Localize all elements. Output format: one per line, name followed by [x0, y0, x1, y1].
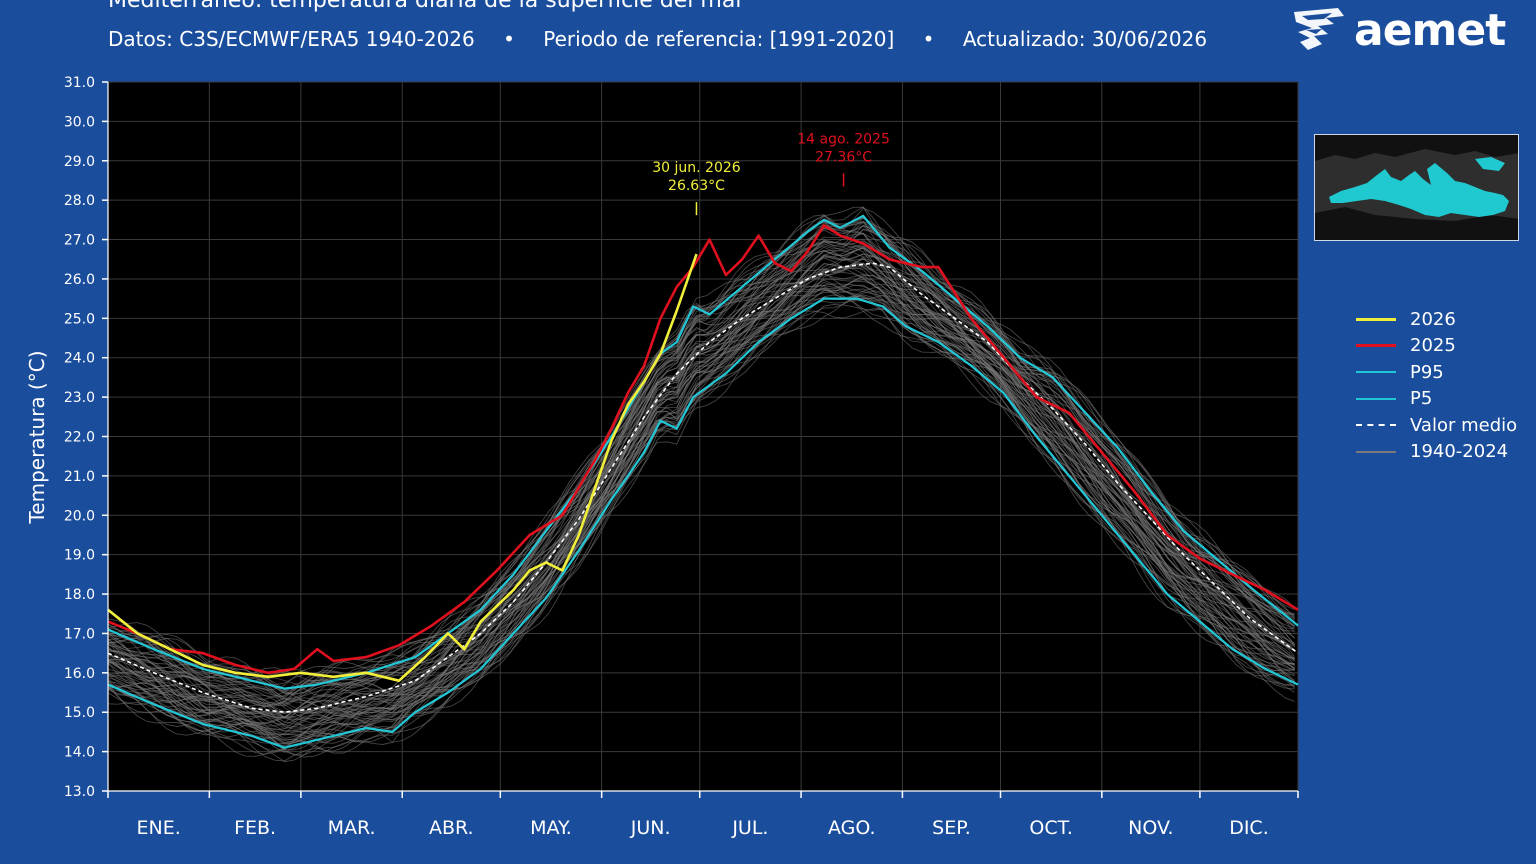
- subtitle-reference-period: Periodo de referencia: [1991-2020]: [543, 27, 895, 51]
- legend-swatch: [1356, 424, 1396, 427]
- legend-label: 2025: [1410, 335, 1456, 357]
- y-tick-label: 17.0: [64, 626, 95, 642]
- y-tick-label: 19.0: [64, 548, 95, 564]
- y-tick-label: 21.0: [64, 469, 95, 485]
- x-tick-label: ENE.: [137, 817, 181, 839]
- aemet-logo: aemet: [1288, 4, 1506, 56]
- legend-label: P5: [1410, 388, 1433, 410]
- y-tick-label: 29.0: [64, 154, 95, 170]
- chart-title: Mediterráneo: temperatura diaria de la s…: [108, 0, 745, 13]
- x-tick-label: FEB.: [234, 817, 276, 839]
- y-tick-label: 30.0: [64, 114, 95, 130]
- historical-line: [107, 256, 1295, 727]
- historical-line: [107, 289, 1295, 751]
- x-tick-label: SEP.: [932, 817, 971, 839]
- series-line-mean: [107, 262, 1299, 713]
- x-tick-label: JUN.: [630, 817, 671, 839]
- aemet-logo-text: aemet: [1354, 4, 1506, 56]
- x-tick-label: MAR.: [328, 817, 376, 839]
- x-tick-label: OCT.: [1029, 817, 1073, 839]
- x-tick-label: MAY.: [530, 817, 572, 839]
- subtitle-updated: Actualizado: 30/06/2026: [962, 27, 1208, 51]
- y-tick-label: 15.0: [64, 705, 95, 721]
- x-tick-label: JUL.: [731, 817, 768, 839]
- historical-line: [107, 243, 1295, 715]
- subtitle-separator: •: [922, 27, 935, 51]
- y-tick-label: 27.0: [64, 233, 95, 249]
- legend-swatch: [1356, 344, 1396, 348]
- y-tick-label: 31.0: [64, 75, 95, 91]
- legend-label: 1940-2024: [1410, 441, 1509, 463]
- plot-area: 30 jun. 2026 26.63°C 14 ago. 2025 27.36°C: [107, 81, 1299, 792]
- series-line-p95: [107, 214, 1299, 690]
- series-line-y2025: [107, 224, 1299, 675]
- x-tick-label: AGO.: [828, 817, 876, 839]
- legend-label: P95: [1410, 361, 1444, 383]
- axes: 13.0 14.0 15.0 16.0 17.0 18.0 19.0 20.0 21.0 22.0…: [64, 75, 1299, 839]
- y-tick-label: 22.0: [64, 430, 95, 446]
- legend-item: 2026: [1356, 306, 1517, 333]
- legend-item: P95: [1356, 359, 1517, 386]
- mediterranean-map-icon: [1315, 135, 1518, 240]
- aemet-emblem-icon: [1294, 8, 1344, 50]
- historical-line: [107, 224, 1295, 697]
- historical-line: [107, 258, 1296, 726]
- y-tick-label: 24.0: [64, 351, 95, 367]
- legend-label: Valor medio: [1410, 414, 1518, 436]
- historical-line: [107, 263, 1295, 729]
- x-tick-label: DIC.: [1229, 817, 1269, 839]
- legend-swatch: [1356, 397, 1396, 400]
- annotation-date: 30 jun. 2026: [652, 160, 741, 176]
- historical-line: [107, 271, 1295, 733]
- historical-line: [107, 225, 1295, 704]
- subtitle-separator: •: [503, 27, 515, 51]
- historical-line: [107, 278, 1295, 742]
- series-line-p5: [107, 297, 1299, 749]
- historical-line: [107, 294, 1295, 758]
- legend-swatch: [1356, 450, 1396, 453]
- y-tick-label: 13.0: [64, 784, 95, 800]
- inset-map: [1314, 134, 1519, 241]
- historical-line: [107, 239, 1295, 707]
- legend-swatch: [1356, 371, 1396, 374]
- annotation-value: 26.63°C: [668, 178, 725, 194]
- historical-line: [107, 207, 1295, 691]
- annotation-date: 14 ago. 2025: [797, 131, 890, 147]
- legend-item: Valor medio: [1356, 412, 1517, 439]
- y-tick-label: 16.0: [64, 666, 95, 682]
- chart-subtitle: Datos: C3S/ECMWF/ERA5 1940-2026 • Period…: [108, 27, 1207, 51]
- y-tick-label: 25.0: [64, 311, 95, 327]
- series-line-y2026: [107, 253, 698, 682]
- y-tick-label: 14.0: [64, 745, 95, 761]
- legend-item: P5: [1356, 386, 1517, 413]
- x-tick-label: ABR.: [429, 817, 474, 839]
- subtitle-source: Datos: C3S/ECMWF/ERA5 1940-2026: [108, 27, 475, 51]
- historical-line: [107, 214, 1295, 691]
- legend-label: 2026: [1410, 308, 1456, 330]
- historical-line: [107, 241, 1295, 714]
- y-tick-label: 18.0: [64, 587, 95, 603]
- y-tick-label: 23.0: [64, 390, 95, 406]
- legend-item: 1940-2024: [1356, 439, 1517, 466]
- annotation-value: 27.36°C: [815, 149, 872, 165]
- x-tick-label: NOV.: [1128, 817, 1173, 839]
- historical-line: [107, 288, 1295, 744]
- legend-swatch: [1356, 317, 1396, 321]
- historical-line: [107, 290, 1295, 756]
- y-axis-label: Temperatura (°C): [25, 350, 49, 524]
- historical-line: [107, 221, 1295, 701]
- y-tick-label: 20.0: [64, 508, 95, 524]
- y-tick-label: 28.0: [64, 193, 95, 209]
- legend-item: 2025: [1356, 333, 1517, 360]
- y-tick-label: 26.0: [64, 272, 95, 288]
- legend: 2026 2025 P95 P5 Valor medio 1940-2024: [1356, 306, 1517, 465]
